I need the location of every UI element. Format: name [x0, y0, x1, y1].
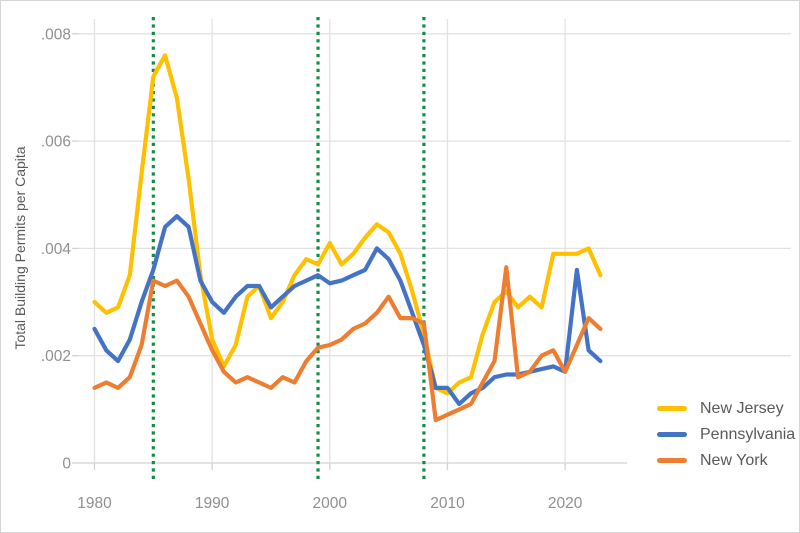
- event-marker-dashed-lines: [151, 17, 426, 479]
- legend-label: New York: [700, 451, 768, 469]
- y-tick-label: .004: [41, 241, 72, 258]
- axis-ticks: [72, 33, 566, 470]
- y-tick-label: .008: [41, 26, 71, 43]
- axis-tick-labels: 0 .002 .004 .006 .008 1980 1990 2000 2010 2020: [41, 26, 583, 512]
- y-tick-label: 0: [62, 456, 71, 473]
- legend-line-swatch: [657, 458, 687, 463]
- y-axis-title: Total Building Permits per Capita: [12, 146, 28, 349]
- legend-label: Pennsylvania: [700, 425, 796, 443]
- series-line-new-jersey: [92, 53, 603, 396]
- y-tick-label: .002: [41, 348, 71, 365]
- x-tick-label: 2000: [313, 495, 348, 512]
- legend: New Jersey Pennsylvania New York: [657, 399, 795, 470]
- x-tick-label: 2010: [430, 495, 465, 512]
- legend-label: New Jersey: [700, 399, 784, 417]
- legend-line-swatch: [657, 406, 687, 411]
- gridlines: [79, 19, 791, 464]
- y-tick-label: .006: [41, 134, 71, 151]
- x-tick-label: 1990: [195, 495, 230, 512]
- series-line-new-york: [92, 265, 603, 423]
- legend-line-swatch: [657, 432, 687, 437]
- legend-item-pennsylvania: Pennsylvania: [657, 425, 795, 444]
- legend-item-new-jersey: New Jersey: [657, 399, 795, 418]
- x-tick-label: 1980: [77, 495, 112, 512]
- data-series-lines: [92, 53, 603, 423]
- x-tick-label: 2020: [548, 495, 583, 512]
- legend-item-new-york: New York: [657, 451, 795, 470]
